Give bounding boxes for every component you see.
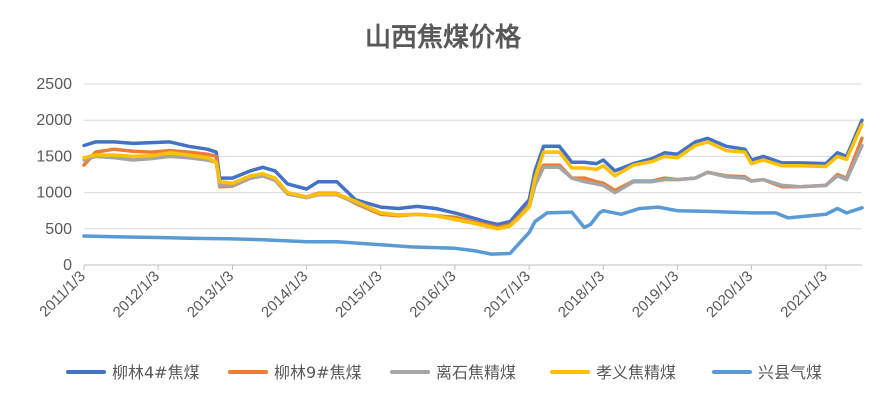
series-line-0 [82, 118, 864, 227]
y-tick-label-1500: 1500 [36, 148, 72, 165]
y-tick-label-1000: 1000 [36, 185, 72, 202]
x-tick-label-2011/1/3: 2011/1/3 [36, 268, 89, 321]
y-tick-label-500: 500 [45, 221, 72, 238]
y-axis-tick-labels: 0 500 1000 1500 2000 2500 [36, 76, 72, 274]
x-tick-label-2012/1/3: 2012/1/3 [110, 268, 163, 321]
series-line-3 [82, 122, 864, 231]
legend-label-2: 离石焦精煤 [436, 363, 516, 382]
x-axis: 2011/1/3 2012/1/3 2013/1/3 2014/1/3 2015/1/3… [36, 264, 862, 321]
x-tick-label-2017/1/3: 2017/1/3 [481, 268, 534, 321]
legend-label-1: 柳林9#焦煤 [274, 363, 362, 382]
legend: 柳林4#焦煤 柳林9#焦煤 离石焦精煤 孝义焦精煤 兴县气煤 [66, 363, 822, 382]
x-tick-label-2014/1/3: 2014/1/3 [258, 268, 311, 321]
x-tick-label-2016/1/3: 2016/1/3 [406, 268, 459, 321]
chart-title: 山西焦煤价格 [365, 22, 522, 53]
series-lines [82, 118, 864, 256]
legend-label-4: 兴县气煤 [758, 363, 822, 382]
x-tick-label-2013/1/3: 2013/1/3 [184, 268, 237, 321]
x-tick-label-2019/1/3: 2019/1/3 [629, 268, 682, 321]
y-tick-label-2000: 2000 [36, 112, 72, 129]
y-tick-label-2500: 2500 [36, 76, 72, 93]
series-line-4 [82, 205, 864, 256]
legend-label-3: 孝义焦精煤 [596, 363, 676, 382]
x-tick-label-2020/1/3: 2020/1/3 [703, 268, 756, 321]
y-tick-label-0: 0 [63, 257, 72, 274]
legend-label-0: 柳林4#焦煤 [112, 363, 200, 382]
x-tick-label-2021/1/3: 2021/1/3 [777, 268, 830, 321]
x-tick-label-2015/1/3: 2015/1/3 [332, 268, 385, 321]
x-tick-label-2018/1/3: 2018/1/3 [555, 268, 608, 321]
